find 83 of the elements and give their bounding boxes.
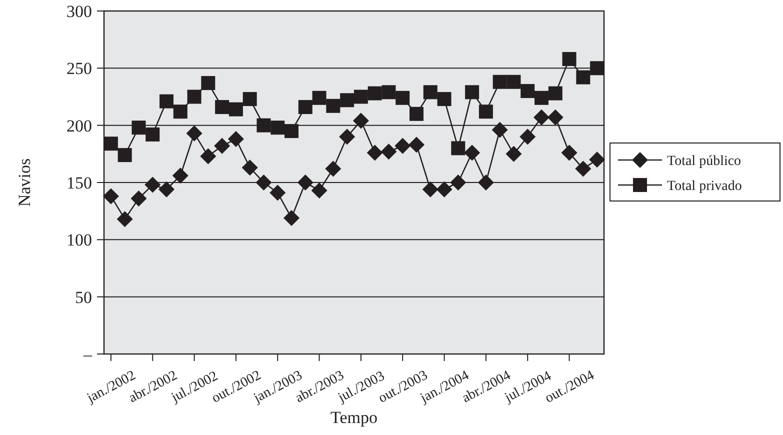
point [506,74,521,89]
point [104,136,118,151]
y-tick-label: 150 [66,173,92,192]
point [325,160,342,177]
point [242,160,258,176]
point [562,52,576,66]
point [576,70,590,84]
point [256,174,272,190]
point [465,85,480,100]
point [492,122,508,138]
y-tick-label: 50 [75,288,92,307]
point [534,90,548,105]
point [312,90,326,105]
point [423,85,438,100]
point [352,112,369,129]
point [575,160,592,177]
point [437,92,452,106]
point [422,181,438,198]
point [339,128,356,145]
point [116,211,133,228]
x-axis-title: Tempo [330,408,378,427]
point [408,136,424,153]
point [366,144,383,161]
point [160,94,174,108]
point [534,109,550,126]
point [298,100,312,114]
point [228,102,243,116]
point [228,131,244,148]
point [340,93,354,108]
point [102,188,119,204]
point [410,106,424,121]
point [589,152,606,168]
point [146,127,160,142]
y-tick-label: 200 [66,116,92,136]
point [186,125,202,142]
point [520,84,535,98]
point [256,118,271,132]
point [270,184,286,201]
point [380,144,397,160]
point [118,148,132,162]
point [297,174,314,190]
point [214,138,230,154]
point [451,141,466,156]
point [436,181,452,198]
point [311,182,328,199]
point [173,104,188,119]
point [144,176,161,193]
point [547,109,564,126]
point [548,86,562,100]
point [326,98,340,113]
point [201,76,216,90]
point [382,85,396,100]
point [187,90,202,104]
point [215,100,230,114]
point [172,168,188,184]
point [394,138,411,154]
point [284,124,298,138]
point [354,90,368,104]
point [520,128,536,145]
point [284,210,300,226]
y-tick-label: 300 [66,2,92,21]
point [200,148,216,164]
point [492,74,507,89]
point [478,174,494,190]
point [132,120,146,135]
y-tick-label: 250 [66,59,92,78]
y-axis-title: Navios [15,158,34,207]
point [450,174,466,190]
point [506,146,522,162]
point [270,120,285,135]
point [158,181,174,198]
point [478,104,493,119]
point [130,190,147,207]
point [242,92,257,106]
legend-label: Total público [667,154,742,169]
legend-label: Total privado [667,178,742,194]
point [368,86,382,100]
point [396,90,410,105]
point [590,61,604,76]
point [464,144,480,161]
y-tick-label: 100 [66,230,92,250]
point [561,144,578,161]
y-tick-label: – [82,344,92,364]
